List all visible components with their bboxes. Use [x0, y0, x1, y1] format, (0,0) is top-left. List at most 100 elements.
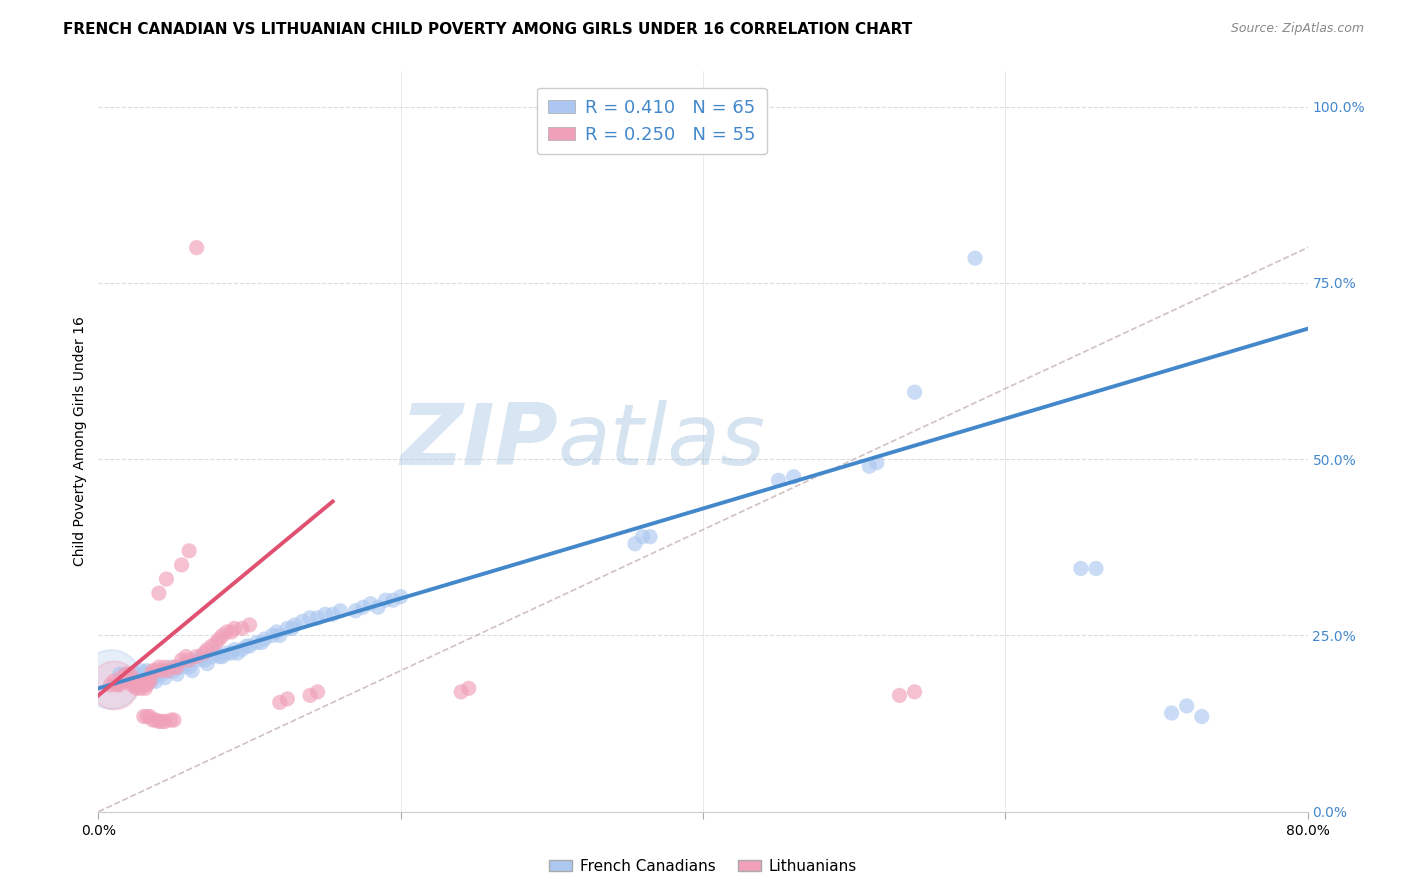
Point	[269, 695, 291, 709]
Point	[142, 713, 165, 727]
Point	[281, 621, 304, 635]
Point	[136, 671, 159, 685]
Point	[193, 646, 215, 660]
Point	[118, 667, 141, 681]
Point	[307, 685, 329, 699]
Point	[145, 713, 167, 727]
Point	[166, 667, 188, 681]
Point	[208, 632, 231, 646]
Point	[211, 628, 233, 642]
Point	[457, 681, 479, 696]
Point	[1085, 561, 1108, 575]
Point	[262, 628, 284, 642]
Point	[142, 664, 165, 678]
Point	[141, 674, 163, 689]
Point	[129, 674, 152, 689]
Point	[224, 621, 246, 635]
Point	[132, 667, 155, 681]
Point	[186, 653, 208, 667]
Point	[186, 649, 208, 664]
Point	[118, 667, 141, 681]
Point	[170, 660, 193, 674]
Point	[246, 635, 269, 649]
Point	[153, 714, 176, 729]
Text: Source: ZipAtlas.com: Source: ZipAtlas.com	[1230, 22, 1364, 36]
Point	[889, 689, 911, 703]
Point	[170, 558, 193, 572]
Point	[132, 678, 155, 692]
Point	[160, 660, 183, 674]
Point	[269, 628, 291, 642]
Point	[148, 586, 170, 600]
Point	[382, 593, 405, 607]
Point	[190, 649, 212, 664]
Point	[284, 618, 307, 632]
Point	[215, 624, 238, 639]
Point	[239, 639, 262, 653]
Text: atlas: atlas	[558, 400, 766, 483]
Legend: R = 0.410   N = 65, R = 0.250   N = 55: R = 0.410 N = 65, R = 0.250 N = 55	[537, 87, 766, 154]
Point	[127, 674, 149, 689]
Text: FRENCH CANADIAN VS LITHUANIAN CHILD POVERTY AMONG GIRLS UNDER 16 CORRELATION CHA: FRENCH CANADIAN VS LITHUANIAN CHILD POVE…	[63, 22, 912, 37]
Point	[344, 604, 367, 618]
Point	[768, 473, 790, 487]
Point	[352, 600, 374, 615]
Point	[179, 544, 201, 558]
Point	[239, 618, 262, 632]
Point	[231, 621, 253, 635]
Point	[122, 674, 145, 689]
Point	[128, 678, 150, 692]
Point	[103, 678, 125, 692]
Point	[148, 714, 170, 729]
Point	[186, 241, 208, 255]
Point	[266, 624, 288, 639]
Point	[211, 649, 233, 664]
Point	[153, 671, 176, 685]
Point	[374, 593, 396, 607]
Point	[141, 667, 163, 681]
Point	[134, 681, 156, 696]
Point	[163, 664, 186, 678]
Point	[624, 537, 647, 551]
Point	[1175, 698, 1198, 713]
Point	[226, 646, 249, 660]
Point	[201, 649, 224, 664]
Point	[120, 667, 142, 681]
Point	[135, 709, 157, 723]
Point	[389, 590, 412, 604]
Point	[129, 681, 152, 696]
Point	[100, 672, 122, 686]
Point	[329, 604, 352, 618]
Point	[110, 671, 132, 685]
Point	[235, 639, 257, 653]
Point	[1070, 561, 1092, 575]
Point	[135, 664, 157, 678]
Point	[108, 667, 131, 681]
Point	[103, 674, 125, 689]
Point	[124, 678, 146, 692]
Point	[638, 530, 661, 544]
Point	[111, 674, 134, 689]
Y-axis label: Child Poverty Among Girls Under 16: Child Poverty Among Girls Under 16	[73, 317, 87, 566]
Point	[174, 649, 197, 664]
Point	[253, 632, 276, 646]
Point	[125, 681, 148, 696]
Point	[250, 635, 273, 649]
Point	[115, 671, 138, 685]
Point	[1191, 709, 1213, 723]
Point	[100, 678, 122, 692]
Point	[276, 692, 298, 706]
Point	[965, 251, 987, 265]
Point	[450, 685, 472, 699]
Point	[108, 678, 131, 692]
Point	[148, 660, 170, 674]
Point	[142, 671, 165, 685]
Point	[112, 674, 135, 689]
Point	[170, 653, 193, 667]
Point	[132, 709, 155, 723]
Point	[208, 649, 231, 664]
Point	[291, 615, 314, 629]
Point	[114, 671, 136, 685]
Point	[783, 470, 806, 484]
Point	[904, 685, 927, 699]
